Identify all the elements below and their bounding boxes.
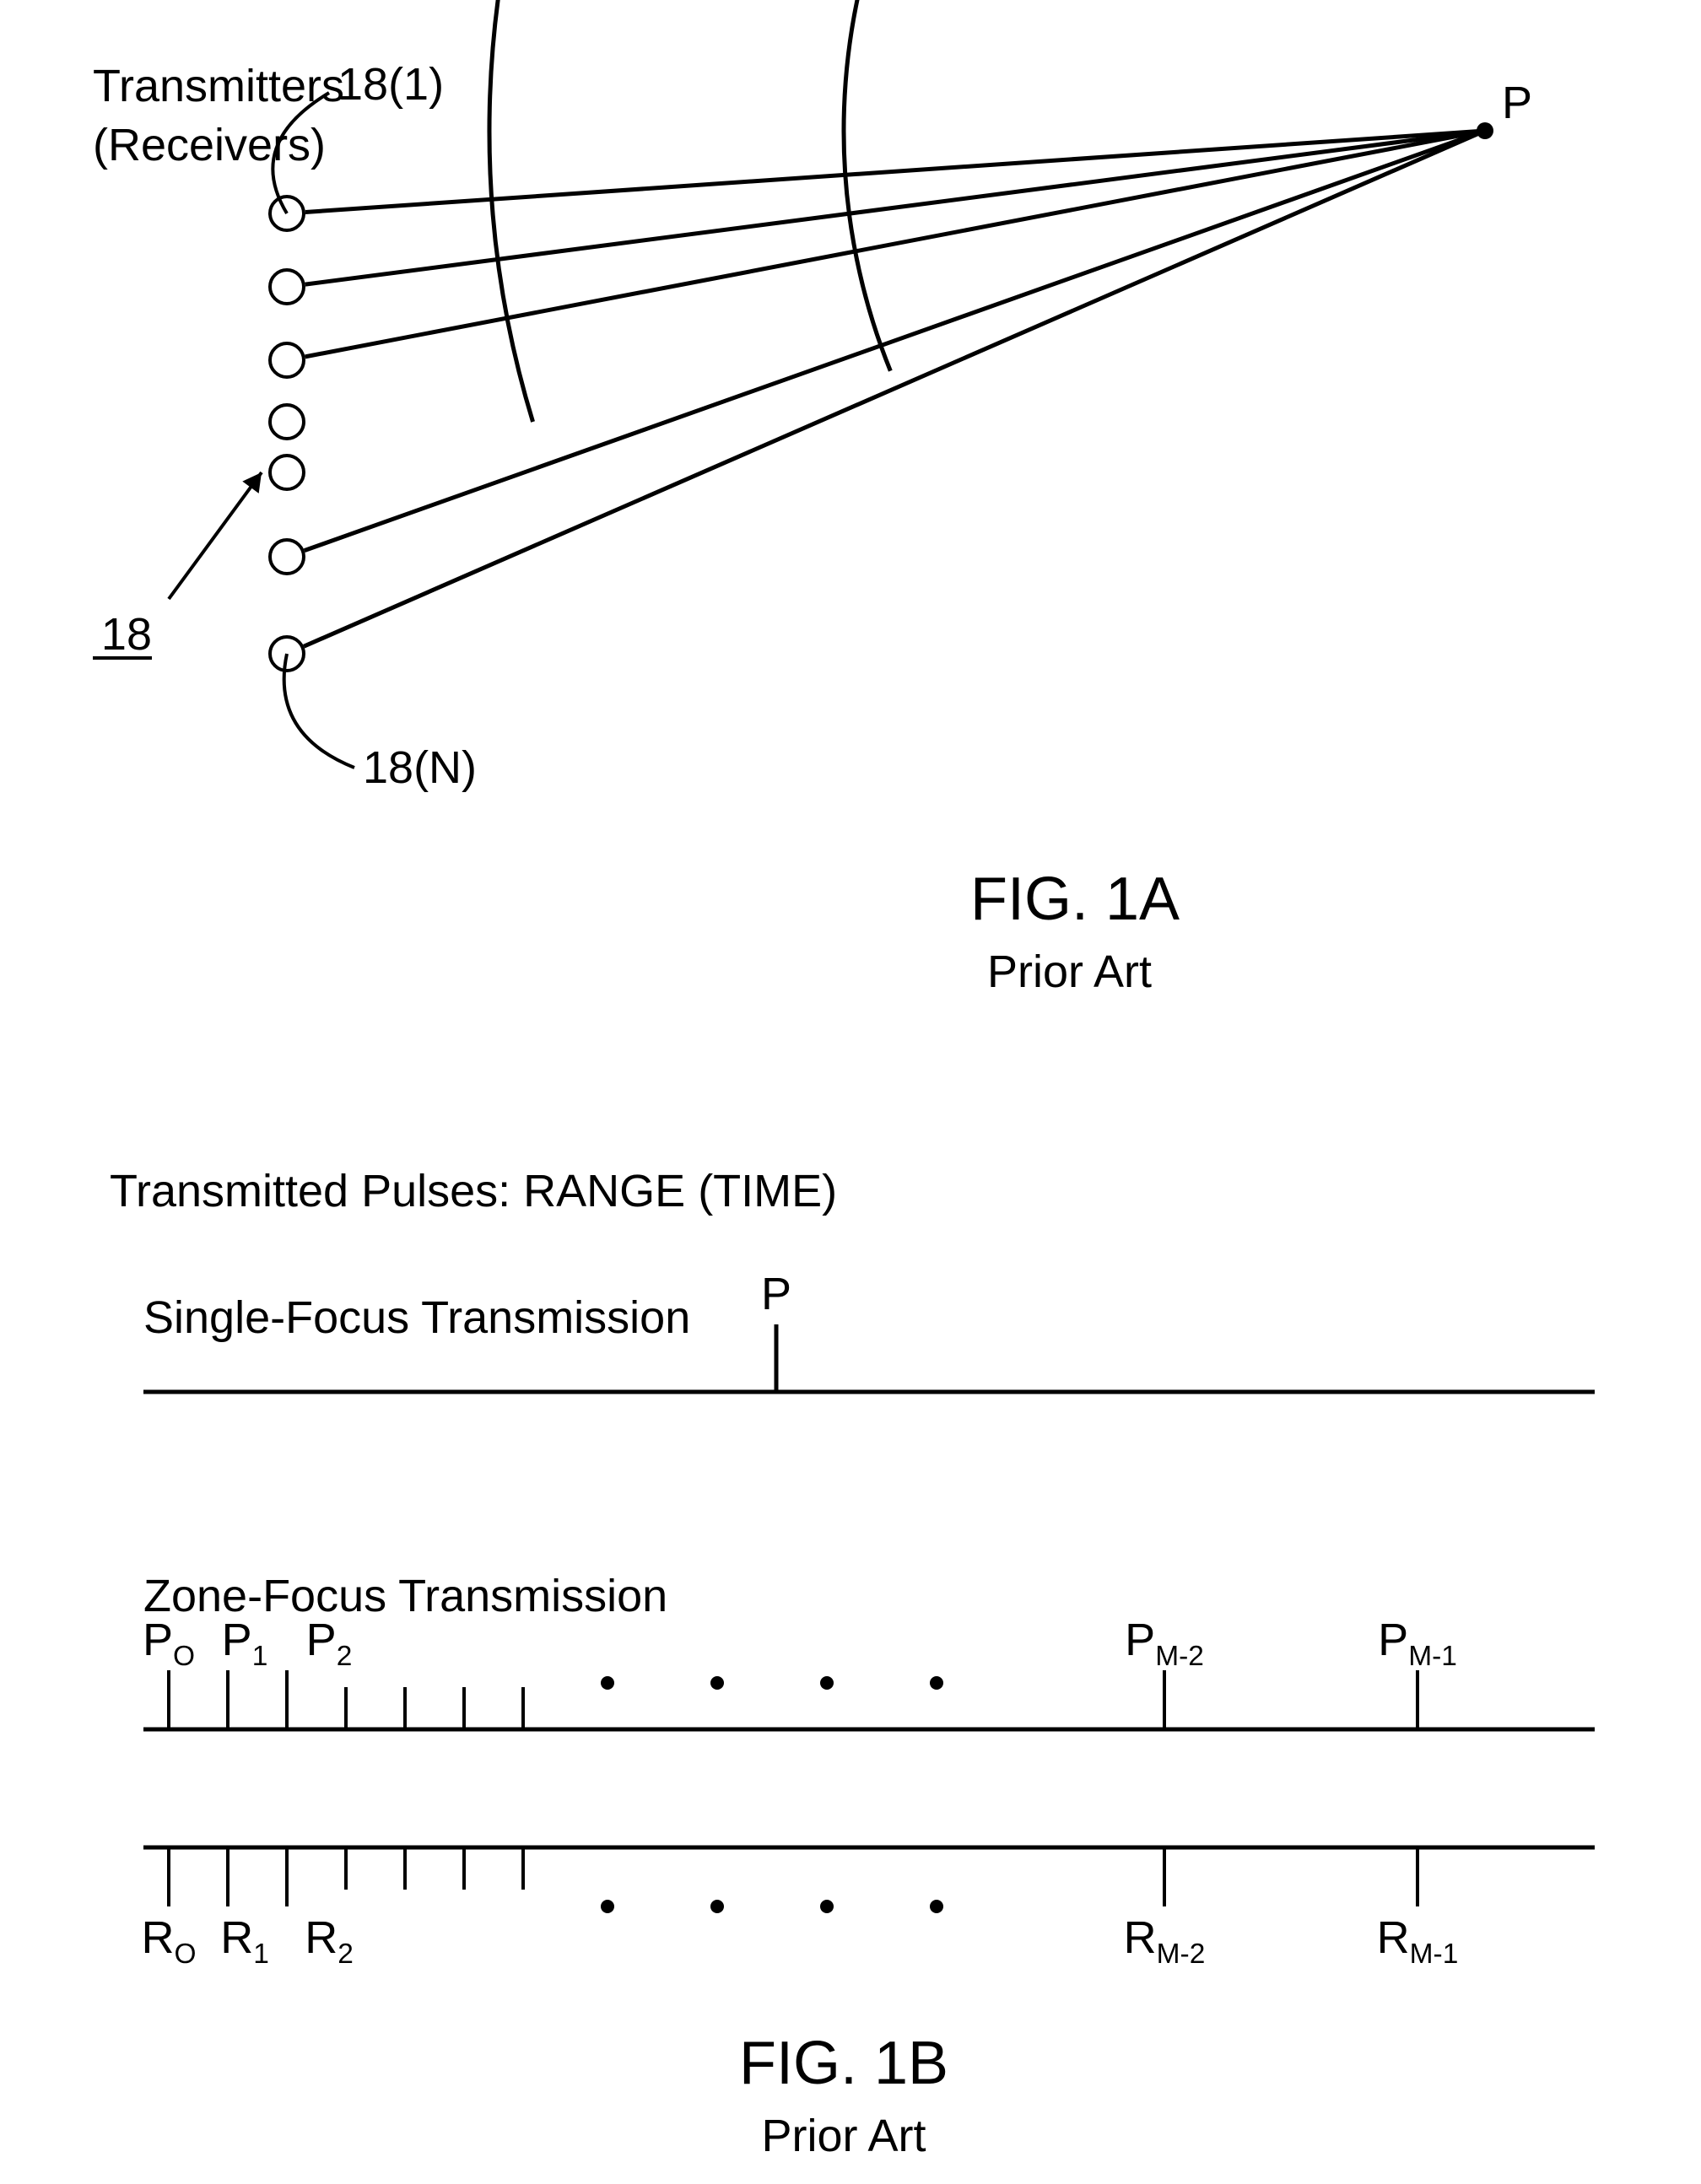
focal-point	[1477, 122, 1493, 139]
zone-r-label-0: RO	[141, 1912, 196, 1970]
lead-label-top: 18(1)	[338, 59, 444, 110]
zone-p-label-0: PO	[143, 1615, 195, 1672]
ray-0	[305, 131, 1485, 212]
zone-r-label-1: R1	[220, 1912, 269, 1970]
fig-1a: Transmitters (Receivers) P 18(1) 18(N) 18 FIG.…	[93, 0, 1532, 997]
ray-2	[305, 131, 1485, 357]
single-focus-tick-label: P	[761, 1269, 791, 1319]
zone-r-dot-2	[820, 1900, 834, 1913]
zone-p-dot-3	[930, 1676, 943, 1690]
zone-p-end-label-0: PM-2	[1125, 1615, 1204, 1672]
fig1b-heading: Transmitted Pulses: RANGE (TIME)	[110, 1166, 837, 1216]
wavefront-arc-1	[844, 0, 909, 371]
fig-1b: Transmitted Pulses: RANGE (TIME) Single-F…	[110, 1166, 1595, 2161]
zone-r-dot-0	[601, 1900, 614, 1913]
zone-p-label-2: P2	[306, 1615, 353, 1672]
transducer-2	[270, 343, 304, 377]
focal-point-label: P	[1502, 78, 1532, 128]
zone-r-dot-1	[710, 1900, 724, 1913]
lead-line-bottom	[284, 654, 354, 768]
zone-focus-label: Zone-Focus Transmission	[143, 1571, 667, 1621]
zone-p-dot-0	[601, 1676, 614, 1690]
fig1a-title-line2: (Receivers)	[93, 120, 326, 170]
array-label: 18	[101, 609, 152, 660]
zone-r-dot-3	[930, 1900, 943, 1913]
fig1b-caption: FIG. 1B	[739, 2030, 948, 2097]
transducer-5	[270, 540, 304, 574]
array-pointer-head	[242, 472, 262, 493]
transducer-1	[270, 270, 304, 304]
zone-r-end-label-0: RM-2	[1124, 1912, 1206, 1970]
figure-canvas: Transmitters (Receivers) P 18(1) 18(N) 18 FIG.…	[0, 0, 1701, 2184]
single-focus-label: Single-Focus Transmission	[143, 1292, 690, 1343]
fig1a-caption-sub: Prior Art	[987, 946, 1152, 997]
fig1a-caption: FIG. 1A	[970, 866, 1180, 933]
zone-p-label-1: P1	[222, 1615, 268, 1672]
array-pointer	[169, 472, 262, 599]
transducer-4	[270, 456, 304, 489]
zone-p-dot-2	[820, 1676, 834, 1690]
ray-5	[305, 131, 1485, 551]
lead-label-bottom: 18(N)	[363, 742, 477, 793]
wavefront-arc-0	[489, 0, 555, 422]
fig1a-title-line1: Transmitters	[93, 61, 344, 111]
zone-p-end-label-1: PM-1	[1378, 1615, 1457, 1672]
fig1b-caption-sub: Prior Art	[761, 2111, 926, 2161]
zone-r-end-label-1: RM-1	[1377, 1912, 1459, 1970]
zone-r-label-2: R2	[305, 1912, 354, 1970]
transducer-3	[270, 405, 304, 439]
zone-p-dot-1	[710, 1676, 724, 1690]
